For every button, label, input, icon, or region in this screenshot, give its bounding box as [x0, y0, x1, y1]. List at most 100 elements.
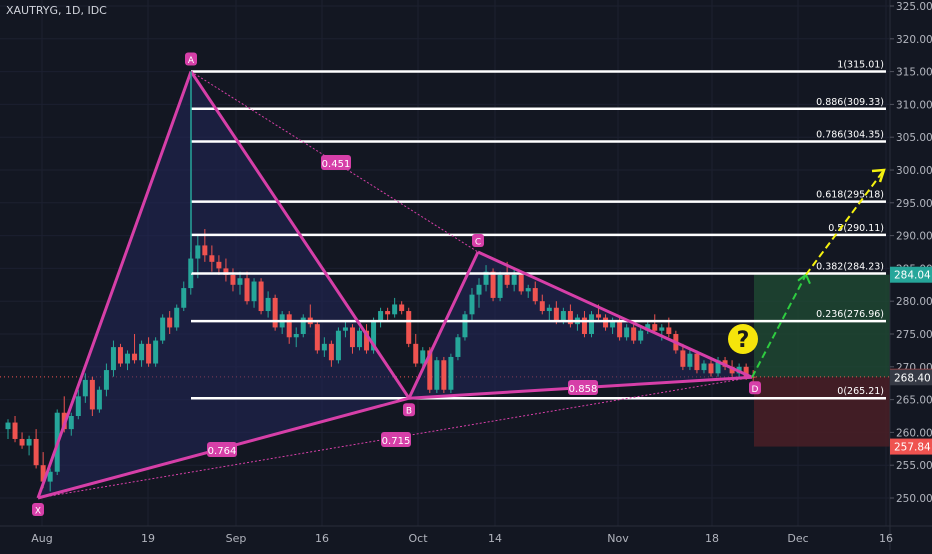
- candle-body: [68, 416, 74, 430]
- profit-zone: [754, 274, 890, 378]
- candle-body: [659, 327, 665, 331]
- candle-body: [631, 327, 637, 341]
- point-label-d: D: [752, 385, 759, 395]
- xab-triangle: [38, 71, 409, 499]
- candle-body: [617, 320, 623, 338]
- candle-body: [223, 268, 229, 275]
- candle-body: [455, 337, 461, 357]
- y-tick-label: 305.00: [896, 132, 932, 144]
- position-zones: [0, 274, 890, 447]
- y-tick-label: 315.00: [896, 67, 932, 79]
- candle-body: [448, 356, 454, 390]
- y-tick-label: 255.00: [896, 460, 932, 472]
- candle-body: [729, 366, 735, 374]
- x-tick-label: 14: [488, 532, 502, 545]
- symbol-title: XAUTRYG, 1D, IDC: [6, 4, 107, 17]
- ratio-badge: [381, 432, 411, 447]
- candle-body: [539, 301, 545, 312]
- candle-body: [694, 353, 700, 371]
- candle-body: [364, 330, 370, 351]
- green-projection: [751, 274, 807, 378]
- price-tag-label: 257.84: [894, 442, 931, 454]
- x-tick-label: Dec: [787, 532, 808, 545]
- candle-body: [40, 465, 46, 482]
- y-tick-label: 260.00: [896, 427, 932, 439]
- y-tick-label: 280.00: [896, 296, 932, 308]
- ratio-badge: [321, 155, 351, 170]
- candle-body: [427, 350, 433, 390]
- candle-body: [146, 343, 152, 364]
- candle-body: [5, 422, 11, 430]
- candle-body: [19, 438, 25, 446]
- y-tick-label: 250.00: [896, 493, 932, 505]
- candle-body: [216, 261, 222, 269]
- candle-body: [378, 311, 384, 321]
- candle-body: [251, 281, 257, 302]
- price-tag-label: 284.04: [894, 270, 931, 282]
- candle-body: [483, 271, 489, 285]
- candle-body: [603, 317, 609, 328]
- candle-body: [413, 343, 419, 364]
- candle-body: [504, 274, 510, 285]
- candle-body: [420, 350, 426, 364]
- candle-body: [321, 343, 327, 351]
- leg-bc: [407, 251, 480, 399]
- y-tick-label: 275.00: [896, 329, 932, 341]
- fib-label: 0.236(276.96): [816, 309, 884, 320]
- candle-body: [160, 317, 166, 341]
- candle-body: [293, 334, 299, 338]
- candle-body: [89, 379, 95, 410]
- price-tag-label: 268.40: [894, 372, 931, 384]
- fib-label: 0.382(284.23): [816, 261, 884, 272]
- candle-body: [560, 311, 566, 321]
- candle-body: [392, 304, 398, 315]
- price-tag: [890, 438, 932, 455]
- candle-body: [581, 317, 587, 334]
- candle-body: [132, 353, 138, 361]
- fib-label: 0(265.21): [837, 386, 884, 397]
- candle-body: [406, 311, 412, 344]
- point-badge: [403, 403, 415, 417]
- candle-body: [511, 274, 517, 285]
- point-label-b: B: [406, 407, 412, 417]
- candle-body: [335, 330, 341, 361]
- candle-body: [82, 379, 88, 397]
- candle-body: [103, 370, 109, 390]
- candle-body: [624, 327, 630, 338]
- x-tick-label: Oct: [408, 532, 428, 545]
- question-mark-icon: ?: [737, 328, 750, 353]
- leg-ab: [189, 70, 411, 400]
- candle-body: [652, 324, 658, 331]
- candle-body: [596, 314, 602, 318]
- candle-body: [638, 330, 644, 341]
- candle-body: [349, 327, 355, 348]
- price-tag: [890, 266, 932, 283]
- candle-body: [272, 297, 278, 328]
- candle-body: [666, 327, 672, 334]
- ratio-label: 0.764: [208, 446, 237, 457]
- x-tick-label: 16: [879, 532, 893, 545]
- candle-body: [610, 320, 616, 328]
- ratio-label: 0.858: [569, 384, 598, 395]
- candle-body: [715, 360, 721, 374]
- candle-body: [195, 245, 201, 259]
- ratio-line-xd: [37, 376, 753, 499]
- x-tick-label: Aug: [31, 532, 52, 545]
- x-tick-label: 16: [315, 532, 329, 545]
- x-tick-label: 18: [705, 532, 719, 545]
- green-arrow-head: [797, 273, 811, 285]
- candle-body: [469, 294, 475, 315]
- candle-body: [588, 314, 594, 334]
- ratio-label: 0.715: [382, 436, 411, 447]
- y-tick-label: 290.00: [896, 231, 932, 243]
- y-tick-label: 320.00: [896, 34, 932, 46]
- candle-body: [230, 274, 236, 285]
- candle-body: [399, 304, 405, 312]
- candle-body: [96, 389, 102, 410]
- candle-body: [181, 288, 187, 308]
- candle-body: [47, 471, 53, 482]
- fib-label: 1(315.01): [837, 60, 884, 71]
- candle-body: [167, 317, 173, 328]
- candle-body: [75, 396, 81, 416]
